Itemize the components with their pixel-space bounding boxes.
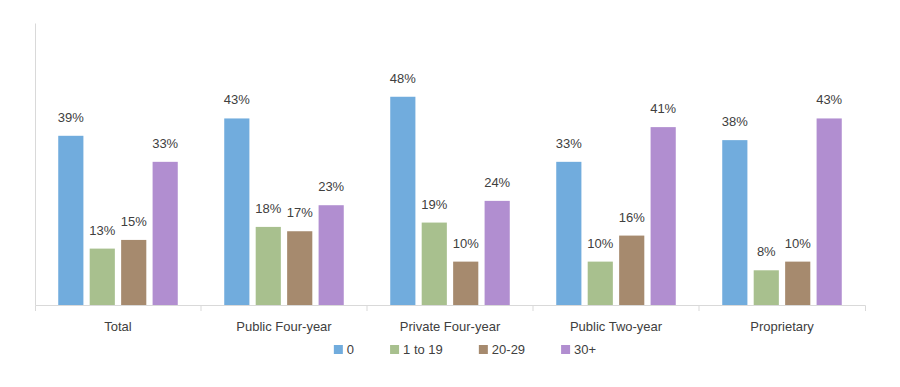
group-separator (533, 305, 534, 311)
data-label: 10% (453, 236, 479, 251)
data-label: 48% (390, 71, 416, 86)
group-separator (699, 305, 700, 311)
x-tick-label: Proprietary (750, 319, 814, 334)
bar (287, 231, 312, 305)
bar (153, 162, 178, 305)
y-axis-line (35, 24, 36, 306)
data-label: 23% (318, 179, 344, 194)
data-label: 8% (757, 244, 776, 259)
data-label: 33% (556, 136, 582, 151)
x-axis-line (36, 306, 866, 312)
bars (58, 97, 842, 305)
bar (90, 249, 115, 305)
x-axis: Total Public Four-year Private Four-year Pu… (36, 305, 866, 334)
plot: 39% 43% 48% 33% 38% 13% 18% 19% 10% 8% 15% 17% 10% 16… (36, 24, 866, 335)
data-label: 24% (484, 175, 510, 190)
legend-swatch (561, 345, 570, 354)
x-tick-label: Public Two-year (570, 319, 663, 334)
bar (58, 136, 83, 305)
data-label: 16% (619, 210, 645, 225)
x-tick: Public Two-year (570, 305, 663, 334)
data-label: 43% (816, 92, 842, 107)
legend-label: 1 to 19 (403, 342, 443, 357)
data-label: 19% (421, 197, 447, 212)
x-tick: Public Four-year (236, 305, 332, 334)
legend-label: 20-29 (492, 342, 525, 357)
bar (817, 118, 842, 305)
data-label: 10% (785, 236, 811, 251)
x-tick-label: Public Four-year (236, 319, 332, 334)
data-label: 39% (58, 110, 84, 125)
group-separator (201, 305, 202, 311)
bar (556, 162, 581, 305)
data-label: 43% (224, 92, 250, 107)
bar (390, 97, 415, 305)
data-labels: 39% 43% 48% 33% 38% 13% 18% 19% 10% 8% 15% 17% 10% 16… (58, 71, 843, 260)
bar (651, 127, 676, 305)
data-label: 33% (152, 136, 178, 151)
data-label: 38% (722, 114, 748, 129)
bar (619, 236, 644, 305)
bar (754, 270, 779, 305)
legend-item: 1 to 19 (390, 342, 443, 357)
data-label: 41% (650, 101, 676, 116)
group-separator (367, 305, 368, 311)
x-tick-label: Total (104, 319, 132, 334)
x-tick: Proprietary (750, 305, 814, 334)
x-tick-label: Private Four-year (400, 319, 501, 334)
data-label: 10% (587, 236, 613, 251)
x-tick: Private Four-year (400, 305, 501, 334)
legend-item: 0 (334, 342, 354, 357)
y-axis (35, 24, 36, 306)
legend-swatch (390, 345, 399, 354)
bar (224, 118, 249, 305)
chart: 39% 43% 48% 33% 38% 13% 18% 19% 10% 8% 15% 17% 10% 16… (0, 0, 900, 387)
bar (319, 205, 344, 305)
bar (256, 227, 281, 305)
bar (422, 223, 447, 305)
bar (588, 262, 613, 305)
bar (453, 262, 478, 305)
x-tick: Total (104, 305, 132, 334)
legend-item: 20-29 (479, 342, 525, 357)
legend-item: 30+ (561, 342, 596, 357)
bar (121, 240, 146, 305)
legend-label: 30+ (574, 342, 596, 357)
legend-swatch (479, 345, 488, 354)
bar (722, 140, 747, 305)
data-label: 18% (255, 201, 281, 216)
legend-label: 0 (347, 342, 354, 357)
data-label: 15% (121, 214, 147, 229)
legend: 0 1 to 19 20-29 30+ (334, 342, 596, 357)
data-label: 17% (287, 205, 313, 220)
bar (485, 201, 510, 305)
data-label: 13% (89, 223, 115, 238)
legend-swatch (334, 345, 343, 354)
bar (785, 262, 810, 305)
